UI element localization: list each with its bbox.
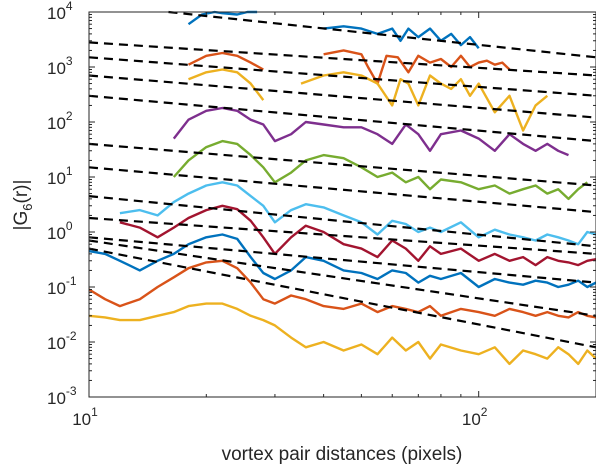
y-tick-label-8: 104 bbox=[47, 0, 73, 23]
y-axis-label-rest: (r)| bbox=[11, 180, 32, 204]
x-tick-exponent-1: 1 bbox=[91, 405, 98, 419]
x-tick-exponent-2: 2 bbox=[481, 405, 488, 419]
y-tick-exponent-2: -2 bbox=[66, 329, 77, 343]
y-tick-exponent-5: 1 bbox=[66, 164, 73, 178]
y-tick-exponent-8: 4 bbox=[66, 0, 73, 13]
y-tick-exponent-3: -1 bbox=[66, 274, 77, 288]
y-axis-label: |G6(r)| bbox=[11, 180, 35, 231]
y-axis-label-subscript: 6 bbox=[20, 203, 35, 210]
x-tick-label-2: 102 bbox=[462, 405, 488, 429]
y-tick-label-6: 102 bbox=[47, 109, 73, 133]
y-tick-label-3: 10-1 bbox=[47, 274, 77, 298]
y-tick-exponent-1: -3 bbox=[66, 384, 77, 398]
y-tick-label-2: 10-2 bbox=[47, 329, 77, 353]
y-axis-label-main: |G bbox=[11, 211, 32, 231]
y-tick-label-5: 101 bbox=[47, 164, 73, 188]
x-tick-label-1: 101 bbox=[72, 405, 98, 429]
y-tick-label-1: 10-3 bbox=[47, 384, 77, 408]
y-tick-exponent-6: 2 bbox=[66, 109, 73, 123]
y-tick-label-4: 100 bbox=[47, 219, 73, 243]
x-axis-label: vortex pair distances (pixels) bbox=[222, 444, 463, 465]
y-tick-exponent-7: 3 bbox=[66, 54, 73, 68]
y-tick-exponent-4: 0 bbox=[66, 219, 73, 233]
y-tick-label-7: 103 bbox=[47, 54, 73, 78]
